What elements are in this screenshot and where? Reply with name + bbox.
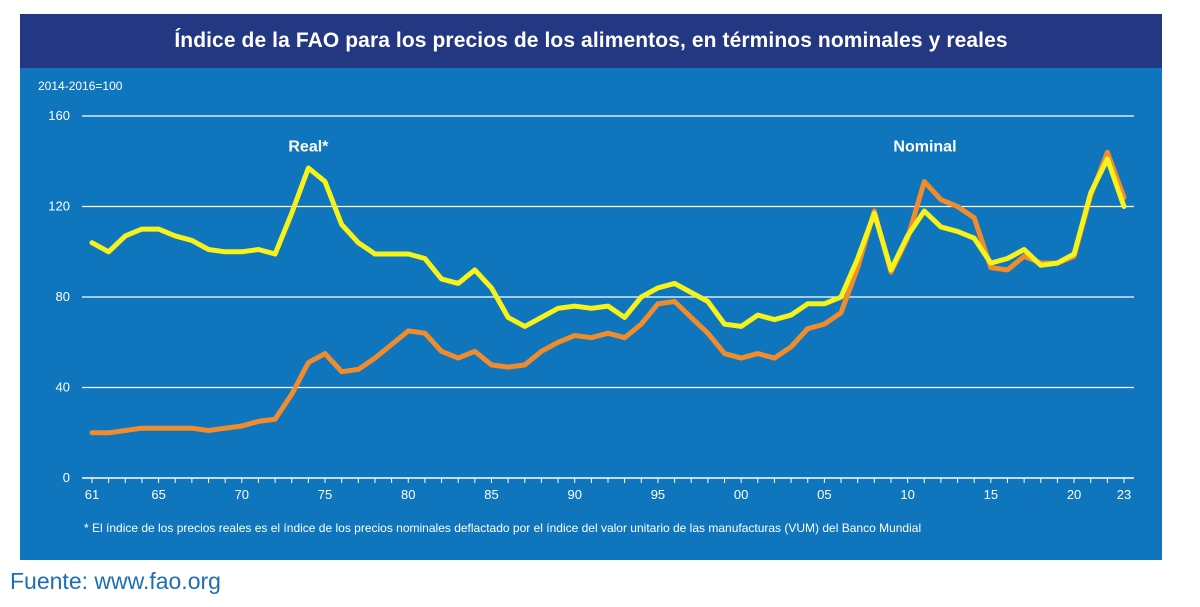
x-tick-label: 70 (235, 487, 249, 502)
x-tick-label: 95 (651, 487, 665, 502)
y-tick-labels: 0 40 80 120 160 (48, 108, 70, 485)
chart-frame: Índice de la FAO para los precios de los… (20, 14, 1162, 560)
x-tick-label: 05 (817, 487, 831, 502)
x-tick-label: 20 (1067, 487, 1081, 502)
series-label-nominal: Nominal (893, 138, 956, 155)
x-tick-label: 65 (151, 487, 165, 502)
x-tick-label: 75 (318, 487, 332, 502)
series-line-real (89, 156, 1127, 329)
source-credit: Fuente: www.fao.org (10, 568, 221, 594)
series-line-nominal (89, 149, 1127, 436)
footnote: * El índice de los precios reales es el … (84, 521, 922, 535)
series-label-real: Real* (288, 138, 329, 155)
x-tick-labels: 61 65 70 75 80 85 90 95 00 05 10 15 20 23 (85, 487, 1131, 502)
x-tick-label: 00 (734, 487, 748, 502)
y-tick-label: 0 (63, 470, 70, 485)
x-tick-label: 80 (401, 487, 415, 502)
y-tick-label: 120 (48, 199, 70, 214)
y-axis-unit-label: 2014-2016=100 (38, 79, 123, 93)
y-tick-label: 160 (48, 108, 70, 123)
x-tick-label: 23 (1117, 487, 1131, 502)
x-tick-label: 61 (85, 487, 99, 502)
chart-title: Índice de la FAO para los precios de los… (20, 14, 1162, 68)
x-tick-label: 10 (900, 487, 914, 502)
x-tick-label: 90 (567, 487, 581, 502)
y-tick-label: 80 (56, 289, 70, 304)
series-layer (89, 149, 1127, 436)
x-tick-label: 15 (984, 487, 998, 502)
chart-svg: 0 40 80 120 160 61 65 70 75 80 85 90 95 00 05 10 15 20 23… (38, 79, 1134, 502)
x-tick-label: 85 (484, 487, 498, 502)
y-tick-label: 40 (56, 380, 70, 395)
series-labels: Real* Nominal (288, 138, 956, 155)
